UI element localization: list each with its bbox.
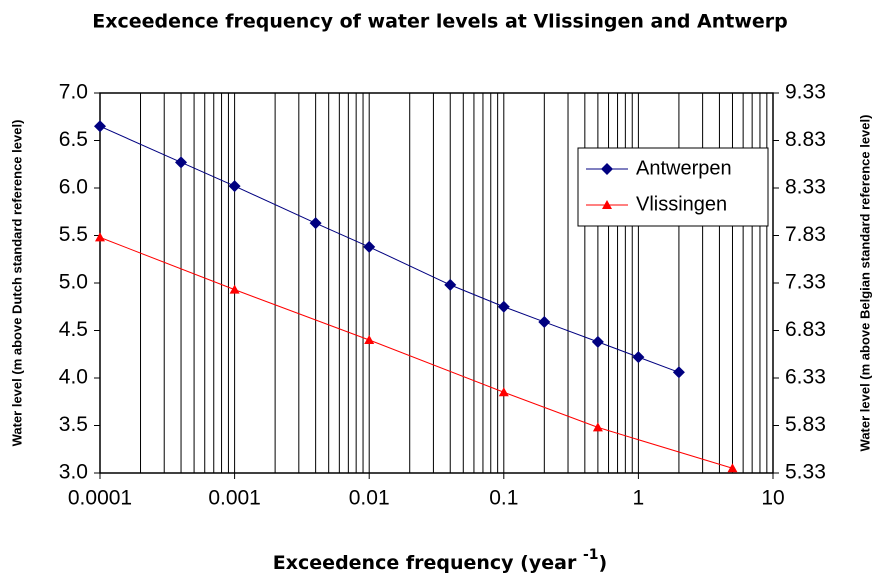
marker	[672, 366, 685, 379]
legend-box	[577, 147, 769, 227]
x-tick-label: 0.1	[489, 487, 518, 510]
y2-tick-label: 7.33	[785, 271, 826, 294]
x-tick-label: 1	[633, 487, 645, 510]
marker	[498, 387, 509, 397]
y-axis-label: Water level (m above Dutch standard refe…	[9, 120, 24, 447]
x-axis-label-end: )	[599, 552, 608, 574]
x-tick-label: 0.001	[208, 487, 261, 510]
y2-tick-label: 8.83	[785, 128, 826, 151]
marker	[364, 335, 375, 344]
legend-label: Antwerpen	[636, 157, 732, 179]
marker	[444, 278, 457, 291]
y2-tick-label: 9.33	[785, 81, 826, 104]
x-tick-label: 0.0001	[68, 487, 132, 510]
marker	[229, 284, 240, 294]
marker	[95, 232, 105, 242]
marker	[727, 463, 738, 473]
x-tick-label: 10	[761, 487, 784, 510]
y2-axis-label: Water level (m above Belgian standard re…	[857, 115, 872, 452]
x-axis-label-sup: -1	[583, 547, 599, 563]
marker	[591, 335, 604, 348]
plot-frame	[99, 92, 774, 474]
y2-tick-label: 6.33	[785, 366, 826, 389]
y2-tick-label: 5.33	[785, 461, 826, 484]
y-tick-label: 4.5	[59, 318, 88, 341]
x-axis-label-text: Exceedence frequency (year	[273, 552, 583, 574]
marker	[592, 422, 603, 432]
marker	[601, 163, 613, 175]
y2-tick-label: 6.83	[785, 318, 826, 341]
chart-title: Exceedence frequency of water levels at …	[92, 11, 788, 33]
y2-tick-label: 5.83	[785, 413, 826, 436]
y2-tick-label: 7.83	[785, 223, 826, 246]
y2-tick-label: 8.33	[785, 176, 826, 199]
legend-label: Vlissingen	[636, 193, 727, 215]
y-tick-label: 5.0	[59, 271, 88, 294]
y-tick-label: 5.5	[59, 223, 88, 246]
y-tick-label: 4.0	[59, 366, 88, 389]
y-tick-label: 3.0	[59, 461, 88, 484]
marker	[94, 120, 106, 133]
marker	[228, 180, 241, 193]
marker	[497, 300, 510, 313]
marker	[175, 156, 188, 169]
marker	[363, 240, 376, 253]
series-line	[99, 236, 733, 469]
marker	[538, 315, 551, 328]
x-tick-label: 0.01	[349, 487, 390, 510]
y-tick-label: 7.0	[59, 81, 88, 104]
marker	[632, 351, 645, 364]
y-tick-label: 3.5	[59, 413, 88, 436]
x-axis-label: Exceedence frequency (year -1)	[273, 547, 607, 574]
y-tick-label: 6.5	[59, 128, 88, 151]
marker	[602, 200, 612, 209]
marker	[309, 217, 322, 230]
y-tick-label: 6.0	[59, 176, 88, 199]
